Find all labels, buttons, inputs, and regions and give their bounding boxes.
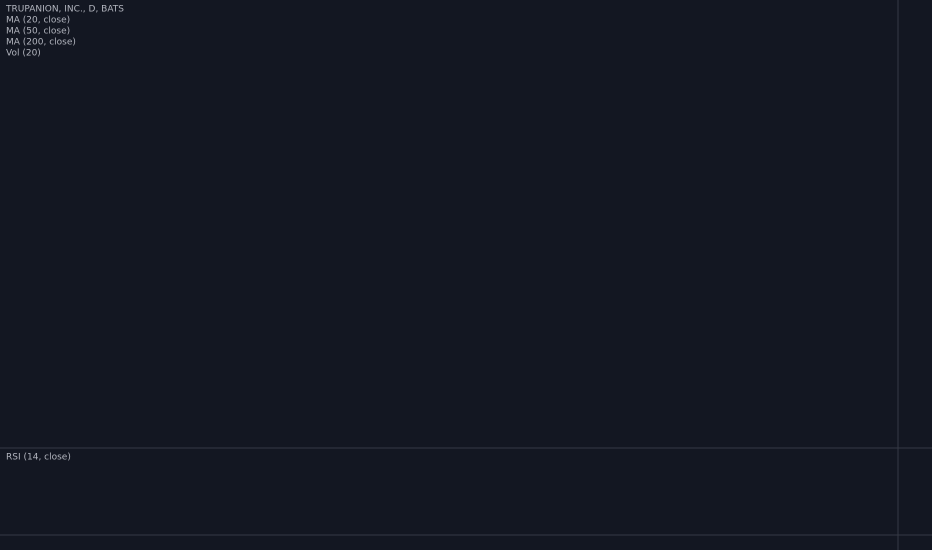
legend-entry: MA (20, close) xyxy=(6,16,70,26)
legend-entry: MA (200, close) xyxy=(6,38,76,48)
legend-entry: Vol (20) xyxy=(6,49,41,59)
legend-entry: MA (50, close) xyxy=(6,27,70,37)
chart-title: TRUPANION, INC., D, BATS xyxy=(5,5,124,15)
rsi-title: RSI (14, close) xyxy=(6,453,71,463)
